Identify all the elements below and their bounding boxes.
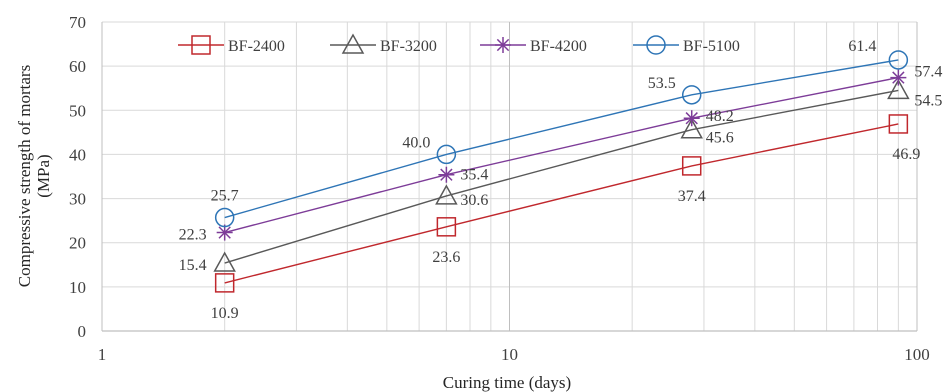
legend-label: BF-3200 <box>380 38 437 55</box>
data-point-marker <box>888 114 909 134</box>
data-point-marker <box>681 85 702 105</box>
data-point-marker <box>680 118 703 139</box>
data-label: 23.6 <box>432 249 460 266</box>
y-tick-label: 20 <box>69 234 86 253</box>
data-label: 37.4 <box>678 188 706 205</box>
y-tick-label: 70 <box>69 13 86 32</box>
data-point-marker <box>681 156 702 176</box>
y-tick-label: 0 <box>78 322 87 341</box>
legend: BF-2400 BF-3200 BF-4200 BF-5100 <box>178 33 740 55</box>
x-tick-label: 100 <box>904 345 930 364</box>
axes: 0 10 20 30 40 50 60 70 1 10 100 <box>69 13 930 364</box>
x-axis-title: Curing time (days) <box>443 373 571 392</box>
data-label: 54.5 <box>914 92 942 109</box>
data-label: 35.4 <box>460 167 488 184</box>
legend-item-bf-3200: BF-3200 <box>330 33 437 55</box>
x-tick-label: 1 <box>98 345 107 364</box>
legend-marker <box>191 35 211 55</box>
legend-marker <box>495 37 511 53</box>
y-axis-title-line-2: (MPa) <box>34 154 53 197</box>
data-label: 22.3 <box>179 227 207 244</box>
series-bf-2400 <box>214 114 909 293</box>
x-tick-label: 10 <box>501 345 518 364</box>
series-line <box>224 123 899 284</box>
data-point-marker <box>438 166 455 183</box>
data-labels: 10.9 23.6 37.4 46.9 15.4 30.6 45.6 54.5 22.3 35.4… <box>179 38 943 322</box>
series-bf-5100 <box>214 50 909 228</box>
data-label: 61.4 <box>848 38 876 55</box>
series-line <box>224 76 899 234</box>
series-line <box>224 59 899 219</box>
series-group <box>213 50 910 293</box>
data-point-marker <box>887 78 910 100</box>
series-line <box>224 89 899 264</box>
y-tick-label: 30 <box>69 190 86 209</box>
series-bf-3200 <box>213 78 910 272</box>
y-tick-label: 10 <box>69 278 86 297</box>
data-point-marker <box>888 50 909 70</box>
data-label: 10.9 <box>211 305 239 322</box>
data-point-marker <box>436 144 457 165</box>
data-point-marker <box>683 110 700 127</box>
data-point-marker <box>436 217 457 237</box>
legend-marker <box>341 33 365 54</box>
y-tick-label: 40 <box>69 145 86 164</box>
data-label: 53.5 <box>648 75 676 92</box>
data-point-marker <box>214 207 235 228</box>
data-label: 46.9 <box>892 146 920 163</box>
y-tick-label: 60 <box>69 57 86 76</box>
data-label: 45.6 <box>706 130 734 147</box>
legend-marker <box>646 35 666 55</box>
data-label: 57.4 <box>914 64 942 81</box>
data-label: 15.4 <box>179 257 207 274</box>
y-axis-title-line-1: Compressive strength of mortars <box>15 65 34 287</box>
data-label: 48.2 <box>706 108 734 125</box>
data-label: 25.7 <box>211 188 239 205</box>
data-label: 40.0 <box>402 134 430 151</box>
data-point-marker <box>213 251 236 272</box>
series-bf-4200 <box>216 69 907 241</box>
data-point-marker <box>890 69 907 86</box>
legend-label: BF-5100 <box>683 38 740 55</box>
legend-label: BF-2400 <box>228 38 285 55</box>
y-tick-label: 50 <box>69 101 86 120</box>
legend-item-bf-5100: BF-5100 <box>633 35 740 55</box>
legend-label: BF-4200 <box>530 38 587 55</box>
legend-item-bf-2400: BF-2400 <box>178 35 285 55</box>
grid-lines <box>101 21 918 331</box>
legend-item-bf-4200: BF-4200 <box>480 37 587 55</box>
data-point-marker <box>214 273 235 293</box>
data-point-marker <box>435 184 458 205</box>
data-label: 30.6 <box>460 192 488 209</box>
